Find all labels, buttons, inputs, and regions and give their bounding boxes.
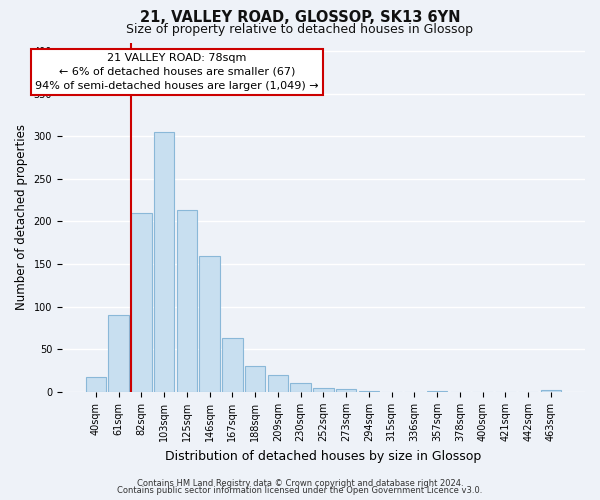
Bar [176,210,197,392]
Bar [86,378,106,392]
Bar [336,390,356,392]
Text: Contains public sector information licensed under the Open Government Licence v3: Contains public sector information licen… [118,486,482,495]
Y-axis label: Number of detached properties: Number of detached properties [15,124,28,310]
Bar [541,390,561,392]
Text: 21 VALLEY ROAD: 78sqm
← 6% of detached houses are smaller (67)
94% of semi-detac: 21 VALLEY ROAD: 78sqm ← 6% of detached h… [35,53,319,91]
Bar [290,384,311,392]
Bar [268,375,288,392]
Bar [109,315,129,392]
Bar [245,366,265,392]
Text: 21, VALLEY ROAD, GLOSSOP, SK13 6YN: 21, VALLEY ROAD, GLOSSOP, SK13 6YN [140,10,460,25]
Bar [199,256,220,392]
Bar [222,338,242,392]
Text: Size of property relative to detached houses in Glossop: Size of property relative to detached ho… [127,22,473,36]
Bar [131,213,152,392]
Bar [154,132,175,392]
Bar [359,391,379,392]
Bar [427,391,448,392]
X-axis label: Distribution of detached houses by size in Glossop: Distribution of detached houses by size … [166,450,482,462]
Bar [313,388,334,392]
Text: Contains HM Land Registry data © Crown copyright and database right 2024.: Contains HM Land Registry data © Crown c… [137,478,463,488]
